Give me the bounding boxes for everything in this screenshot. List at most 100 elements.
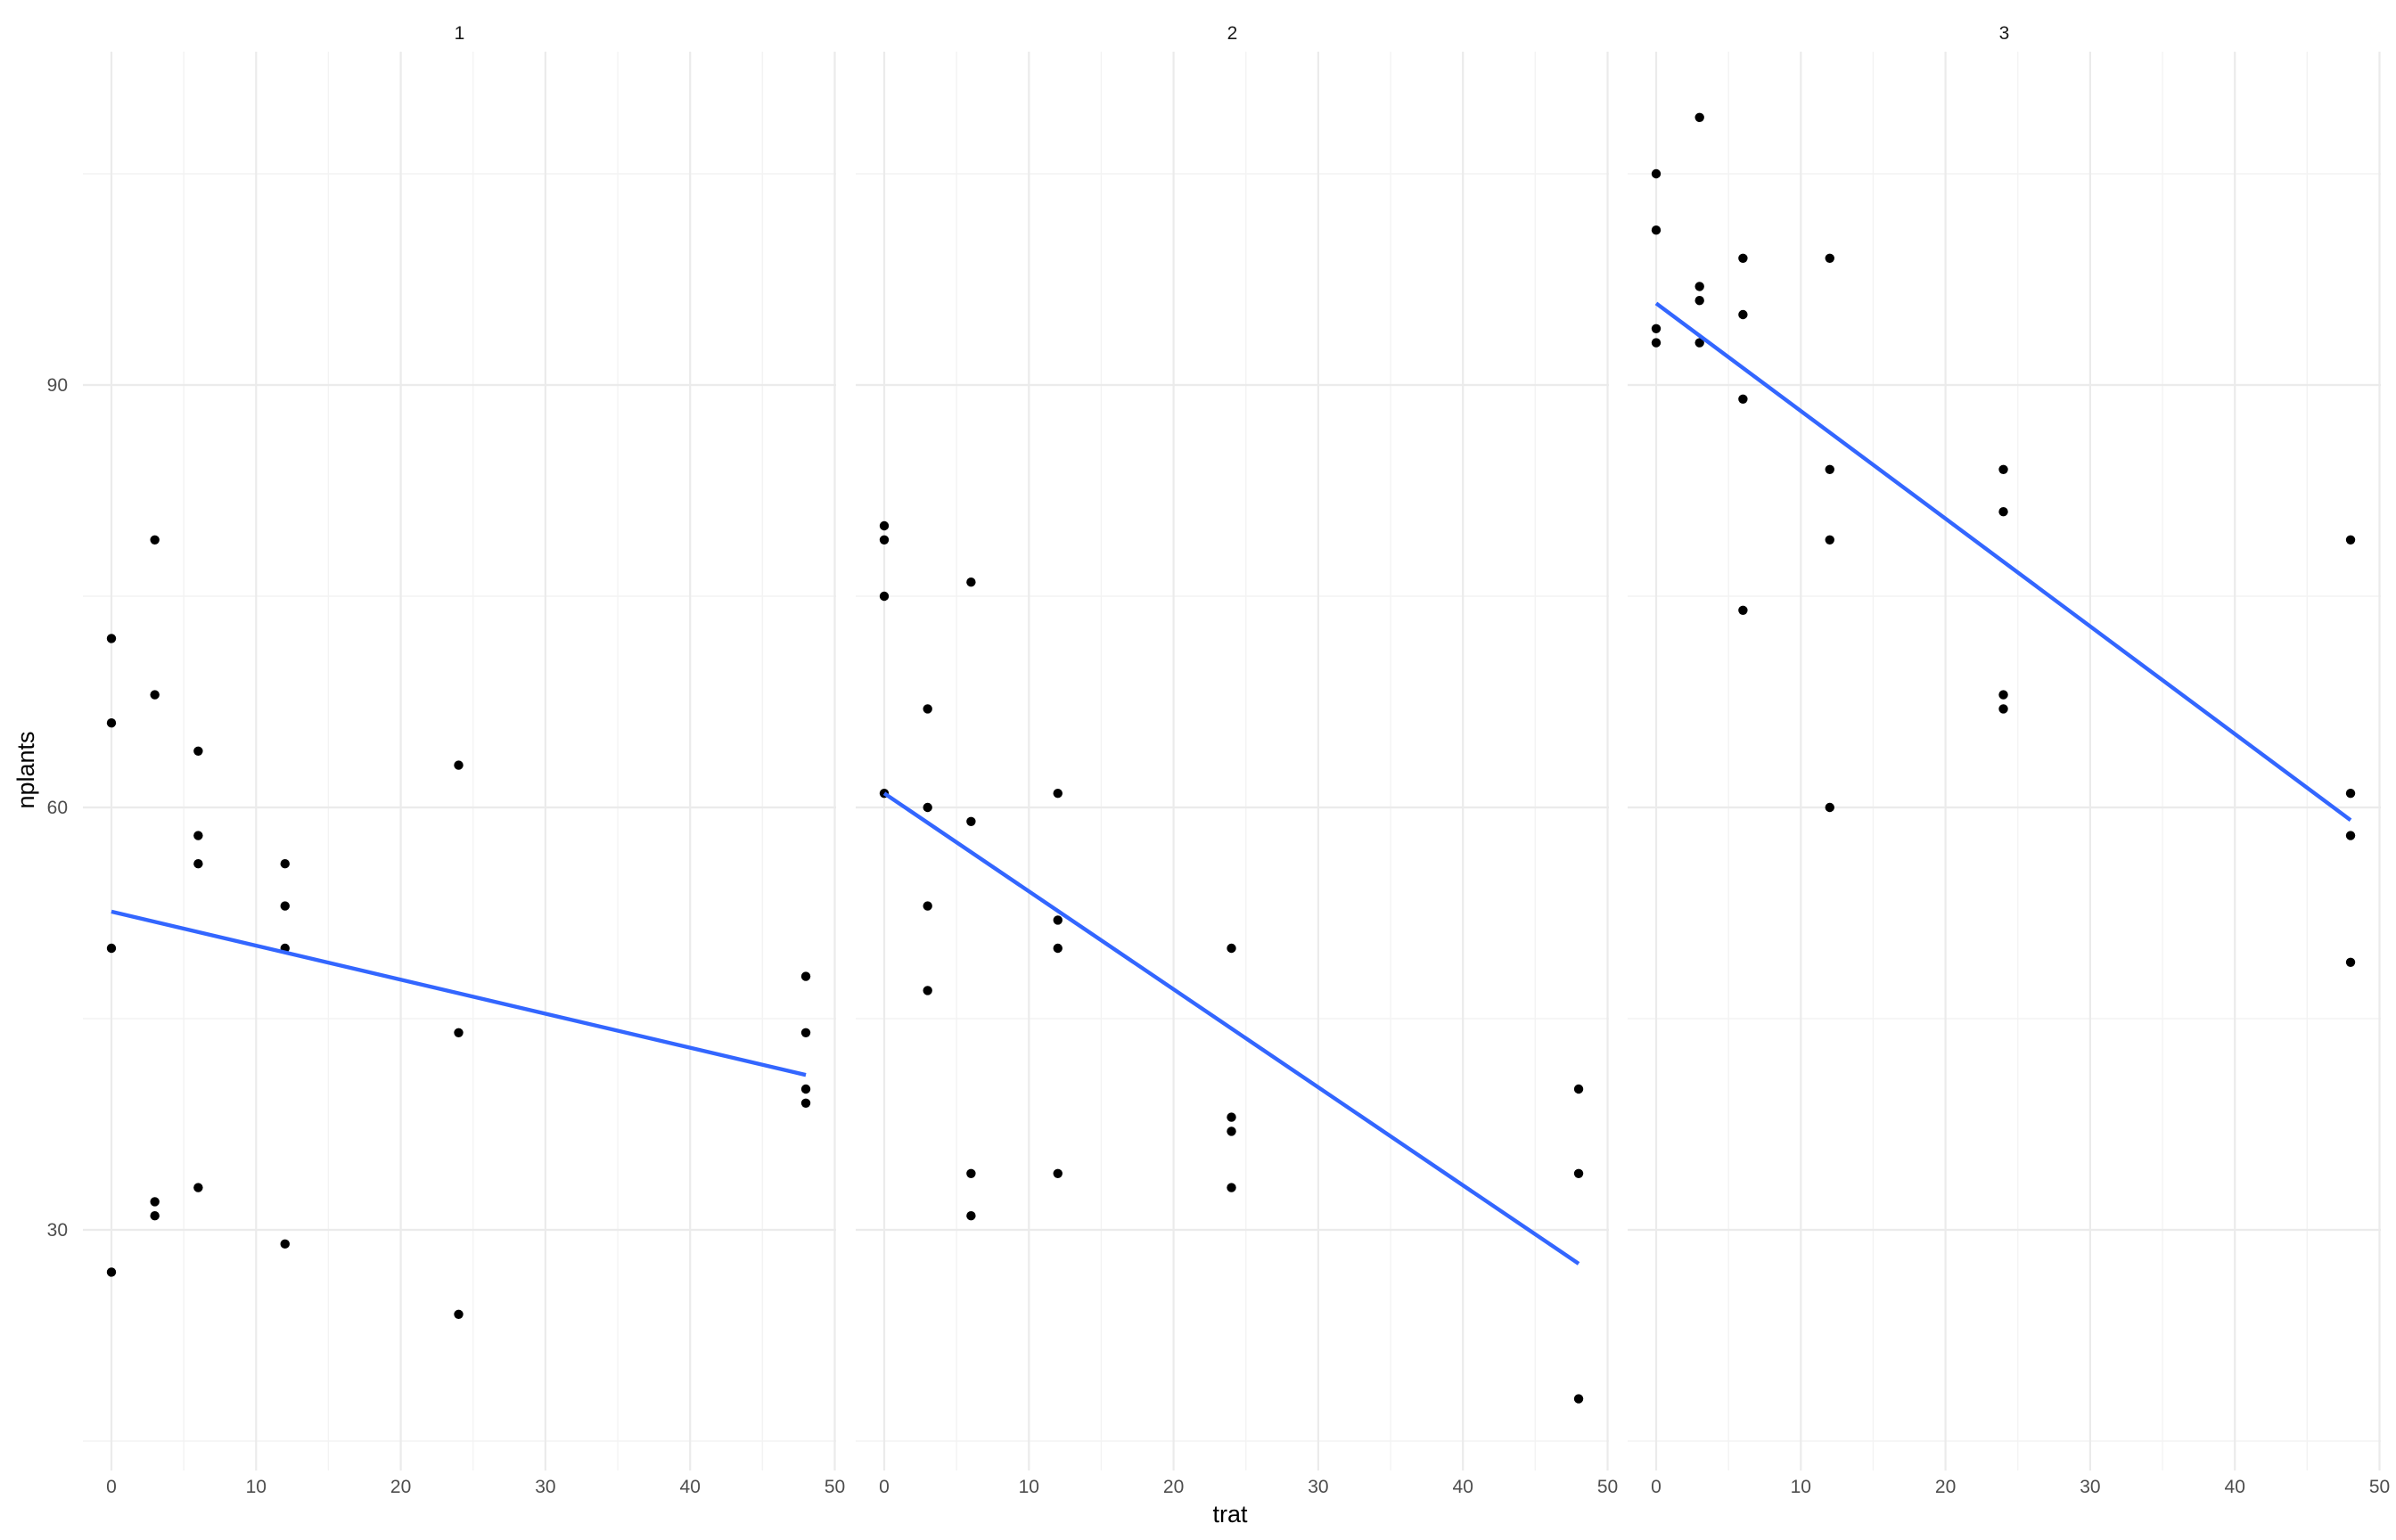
data-point (1998, 690, 2008, 700)
x-tick-label: 50 (2369, 1477, 2390, 1497)
data-point (1738, 309, 1748, 320)
data-point (1694, 112, 1704, 122)
x-tick-label: 0 (879, 1477, 890, 1497)
data-point (966, 1211, 976, 1221)
x-tick-label: 30 (1308, 1477, 1328, 1497)
x-tick-label: 0 (106, 1477, 117, 1497)
x-tick-label: 10 (1791, 1477, 1811, 1497)
panel-2: 20 10 20 30 40 50 (856, 23, 1618, 1497)
regression-line (882, 791, 1580, 1266)
data-point (106, 634, 117, 643)
data-point (193, 831, 203, 840)
facet-strip-label: 1 (455, 23, 465, 44)
data-point (879, 591, 890, 602)
data-point (1694, 338, 1704, 348)
data-point (923, 901, 932, 911)
data-point (2345, 789, 2356, 799)
x-tick-label: 50 (825, 1477, 845, 1497)
data-point (1573, 1394, 1584, 1404)
x-tick-label: 10 (1019, 1477, 1039, 1497)
data-point (1573, 1168, 1584, 1179)
data-point (150, 690, 160, 700)
data-point (454, 760, 464, 770)
regression-line (1654, 301, 2352, 822)
data-point (1573, 1084, 1584, 1094)
x-tick-label: 20 (1935, 1477, 1956, 1497)
x-tick-label: 40 (1453, 1477, 1473, 1497)
x-tick-label: 20 (1163, 1477, 1184, 1497)
data-point (879, 535, 890, 545)
data-point (1053, 1168, 1063, 1179)
data-point (1998, 507, 2008, 517)
data-point (150, 535, 160, 545)
data-point (1694, 282, 1704, 291)
data-point (454, 1309, 464, 1320)
data-point (1651, 225, 1662, 235)
data-point (280, 1239, 290, 1249)
data-point (1651, 324, 1662, 333)
data-point (1825, 464, 1834, 474)
data-point (1227, 1183, 1236, 1192)
data-point (800, 1084, 811, 1094)
data-point (2345, 957, 2356, 968)
x-tick-label: 30 (2080, 1477, 2100, 1497)
data-point (193, 1183, 203, 1192)
data-point (879, 520, 890, 531)
data-point (966, 1168, 976, 1179)
data-point (923, 704, 932, 714)
data-point (800, 971, 811, 981)
data-point (150, 1211, 160, 1221)
regression-line (111, 909, 807, 1077)
data-point (800, 1028, 811, 1038)
y-axis-title: nplants (12, 731, 39, 808)
data-point (2345, 535, 2356, 545)
data-point (1053, 915, 1063, 925)
data-point (280, 901, 290, 911)
data-point (150, 1197, 160, 1207)
facet-strip-label: 2 (1227, 23, 1238, 44)
data-point (106, 1267, 117, 1277)
y-tick-label: 90 (47, 375, 68, 396)
data-point (966, 816, 976, 826)
data-point (1053, 789, 1063, 799)
data-point (2345, 831, 2356, 840)
data-point (1738, 605, 1748, 615)
data-point (1738, 253, 1748, 263)
y-tick-label: 60 (47, 798, 68, 818)
data-point (1998, 464, 2008, 474)
data-point (1227, 943, 1236, 954)
y-tick-label: 30 (47, 1220, 68, 1241)
data-point (1825, 253, 1834, 263)
data-point (193, 859, 203, 869)
data-point (193, 746, 203, 756)
data-point (1227, 1112, 1236, 1122)
panel-3: 30 10 20 30 40 50 (1628, 23, 2390, 1497)
data-point (1825, 535, 1834, 545)
data-point (800, 1098, 811, 1109)
x-tick-label: 0 (1651, 1477, 1662, 1497)
data-point (106, 718, 117, 728)
data-point (1998, 704, 2008, 714)
x-tick-label: 30 (535, 1477, 555, 1497)
data-point (1651, 168, 1662, 179)
data-point (280, 859, 290, 869)
facet-strip-label: 3 (1999, 23, 2010, 44)
data-point (106, 943, 117, 954)
data-point (1227, 1126, 1236, 1136)
data-point (1053, 943, 1063, 954)
data-point (1825, 802, 1834, 813)
data-point (923, 802, 932, 813)
x-tick-label: 50 (1597, 1477, 1618, 1497)
data-point (966, 578, 976, 587)
x-axis-title: trat (1212, 1501, 1248, 1528)
data-point (1694, 296, 1704, 306)
data-point (1651, 338, 1662, 348)
data-point (454, 1028, 464, 1038)
x-tick-label: 20 (390, 1477, 411, 1497)
x-tick-label: 10 (246, 1477, 267, 1497)
data-point (1738, 394, 1748, 404)
data-point (923, 986, 932, 995)
